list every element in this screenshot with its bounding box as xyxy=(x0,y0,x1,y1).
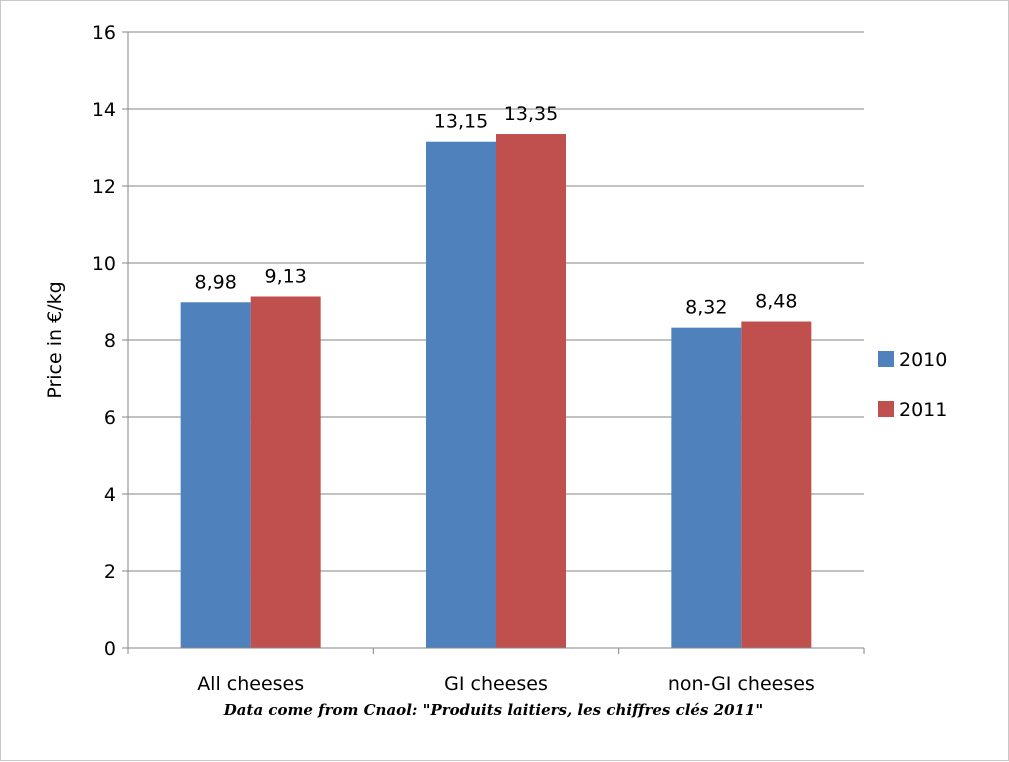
source-note: Data come from Cnaol: "Produits laitiers… xyxy=(223,701,764,719)
data-label: 8,98 xyxy=(195,271,237,293)
y-tick-label: 2 xyxy=(104,561,116,583)
legend-label: 2010 xyxy=(899,349,947,371)
y-tick-label: 0 xyxy=(104,638,116,660)
y-tick-label: 16 xyxy=(92,22,116,44)
data-label: 13,35 xyxy=(504,103,558,125)
bar-2010-2 xyxy=(671,327,742,648)
bars xyxy=(180,134,812,648)
x-category-label: non-GI cheeses xyxy=(668,673,815,695)
legend-label: 2011 xyxy=(899,399,947,421)
data-label: 8,48 xyxy=(755,291,797,313)
y-tick-label: 8 xyxy=(104,330,116,352)
y-axis-title: Price in €/kg xyxy=(44,281,66,398)
data-label: 13,15 xyxy=(434,111,488,133)
legend-swatch-2010 xyxy=(878,351,894,367)
bar-2010-1 xyxy=(426,141,496,648)
data-label: 8,32 xyxy=(685,297,727,319)
bar-2011-1 xyxy=(496,134,566,648)
y-tick-label: 6 xyxy=(104,407,116,429)
y-tick-label: 10 xyxy=(92,253,116,275)
legend: 2010 2011 xyxy=(878,349,947,421)
x-category-label: GI cheeses xyxy=(444,673,548,695)
y-tick-label: 4 xyxy=(104,484,116,506)
y-tick-label: 14 xyxy=(92,99,116,121)
bar-2011-2 xyxy=(741,321,812,648)
bar-2010-0 xyxy=(180,302,251,648)
y-tick-label: 12 xyxy=(92,176,116,198)
axes: 0 2 4 6 8 10 12 14 16 All cheeses GI cheeses non-GI… xyxy=(92,22,865,695)
legend-swatch-2011 xyxy=(878,401,894,417)
data-labels: 8,98 9,13 13,15 13,35 8,32 8,48 xyxy=(195,103,798,319)
bar-2011-0 xyxy=(250,296,321,648)
x-category-label: All cheeses xyxy=(197,673,304,695)
data-label: 9,13 xyxy=(265,265,307,287)
